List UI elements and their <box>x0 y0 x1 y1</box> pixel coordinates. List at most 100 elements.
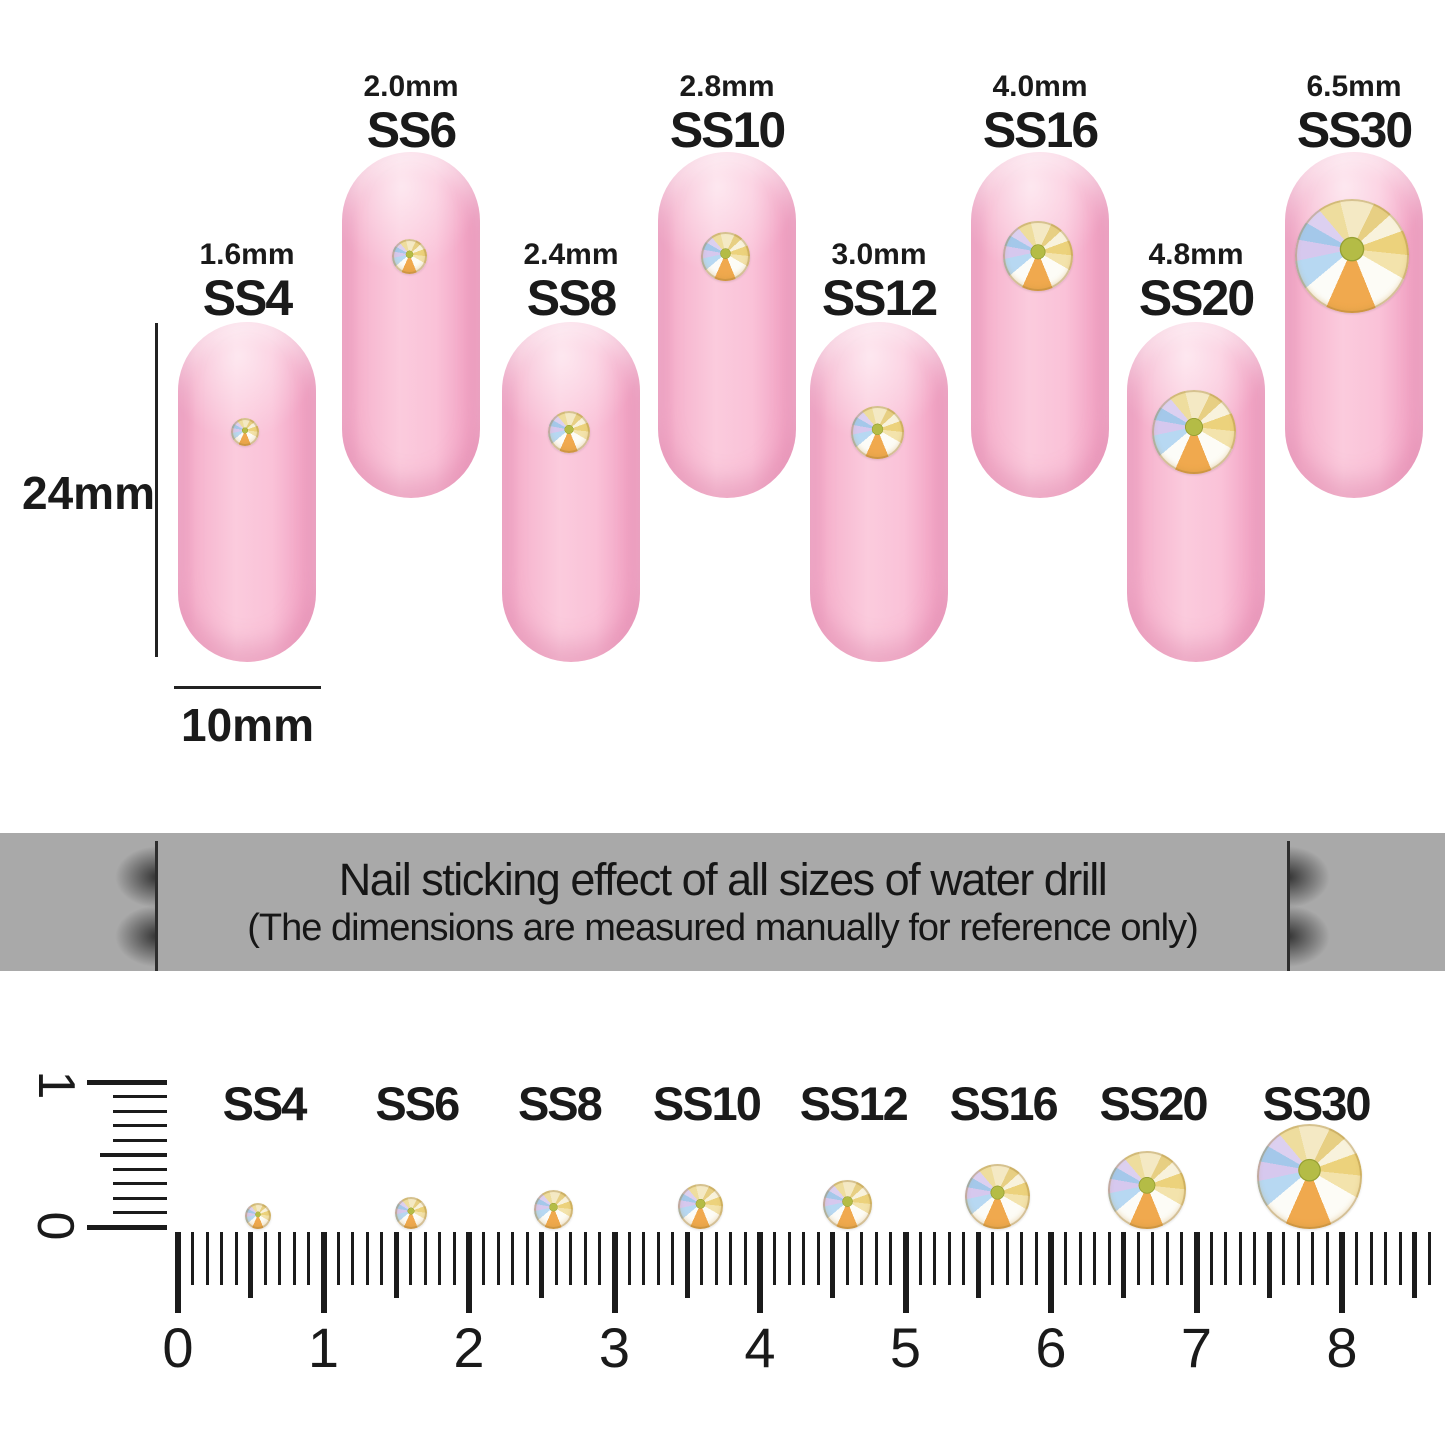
ss-size-text: SS30 <box>1296 102 1413 158</box>
ruler-number-5: 5 <box>889 1316 922 1379</box>
ruler-mm-tick <box>1180 1232 1184 1285</box>
ribbon-fold-edge-right <box>1287 841 1290 971</box>
ruler-mm-tick <box>802 1232 806 1285</box>
ruler-cm-tick <box>757 1232 763 1313</box>
ruler-cm-tick <box>466 1232 472 1313</box>
ruler-number-4: 4 <box>744 1316 776 1379</box>
ruler-mm-tick <box>656 1232 660 1285</box>
mm-size-text: 1.6mm <box>199 238 295 271</box>
vertical-ruler-tick <box>113 1124 167 1127</box>
ruler-mm-tick <box>787 1232 791 1285</box>
ruler-number-3: 3 <box>598 1316 631 1379</box>
ruler-mm-tick <box>1093 1232 1097 1285</box>
size-label-ss16: 4.0mm SS16 <box>983 72 1099 156</box>
ruler-size-label-ss16: SS16 <box>949 1077 1059 1130</box>
ruler-mm-tick <box>336 1232 340 1285</box>
nail-sample-ss6 <box>342 152 480 498</box>
nail-sample-ss4 <box>178 322 316 662</box>
ruler-mm-tick <box>539 1232 545 1298</box>
ss-size-text: SS6 <box>366 102 458 158</box>
ruler-mm-tick <box>278 1232 282 1285</box>
ruler-cm-tick <box>1339 1232 1345 1313</box>
ruler-size-label-ss12: SS12 <box>799 1077 909 1130</box>
ruler-mm-tick <box>1325 1232 1329 1285</box>
ruler-mm-tick <box>933 1232 937 1285</box>
ruler-mm-tick <box>874 1232 878 1285</box>
ruler-number-2: 2 <box>453 1316 485 1379</box>
rhinestone-on-nail-ss30 <box>1295 199 1409 313</box>
rhinestone-on-nail-ss16 <box>1003 221 1073 291</box>
ruler-size-label-ss10: SS10 <box>652 1077 762 1130</box>
rhinestone-on-ruler-ss16 <box>964 1164 1030 1229</box>
ruler-mm-tick <box>860 1232 864 1285</box>
ruler-mm-tick <box>700 1232 704 1285</box>
nail-height-label: 24mm <box>22 467 155 519</box>
ruler-mm-tick <box>1355 1232 1359 1285</box>
ruler-number-7: 7 <box>1180 1316 1213 1379</box>
vertical-ruler-tick <box>113 1109 167 1113</box>
rhinestone-on-nail-ss12 <box>850 405 904 459</box>
ruler-mm-tick <box>496 1232 500 1285</box>
ruler-mm-tick <box>1136 1232 1140 1285</box>
mm-size-text: 2.8mm <box>679 70 775 103</box>
size-label-ss20: 4.8mm SS20 <box>1138 240 1255 326</box>
ruler-mm-tick <box>351 1232 355 1285</box>
ruler-mm-tick <box>1078 1232 1082 1285</box>
ruler-cm-tick <box>902 1232 909 1313</box>
ruler-mm-tick <box>714 1232 718 1285</box>
vertical-ruler-tick <box>113 1182 167 1185</box>
ruler-mm-tick <box>1398 1232 1402 1285</box>
ruler-mm-tick <box>1384 1232 1388 1285</box>
ruler-size-label-ss4: SS4 <box>222 1077 308 1130</box>
ruler-mm-tick <box>1369 1232 1373 1285</box>
ruler-mm-tick <box>1165 1232 1169 1285</box>
ruler-mm-tick <box>962 1232 966 1285</box>
ribbon-fold-shadow-right <box>1287 843 1363 969</box>
size-label-ss30: 6.5mm SS30 <box>1296 72 1413 158</box>
ruler-mm-tick <box>1253 1232 1257 1285</box>
nail-width-label: 10mm <box>181 699 314 751</box>
ruler-mm-tick <box>205 1232 209 1285</box>
ruler-number-6: 6 <box>1035 1316 1067 1379</box>
banner-subtitle: (The dimensions are measured manually fo… <box>247 907 1198 949</box>
ruler-mm-tick <box>729 1232 733 1285</box>
ruler-mm-tick <box>554 1232 558 1285</box>
rhinestone-on-nail-ss4 <box>231 418 259 446</box>
ruler-mm-tick <box>1282 1232 1286 1285</box>
ruler-mm-tick <box>1034 1232 1038 1285</box>
ss-size-text: SS20 <box>1138 270 1255 326</box>
nail-sample-ss8 <box>502 322 640 662</box>
ruler-mm-tick <box>409 1232 413 1285</box>
ruler-mm-tick <box>918 1232 922 1285</box>
ruler-cm-tick <box>320 1232 327 1313</box>
ruler-mm-tick <box>1121 1232 1127 1298</box>
ribbon-fold-shadow-left <box>82 843 158 969</box>
banner-title: Nail sticking effect of all sizes of wat… <box>338 854 1108 905</box>
nail-sample-ss20 <box>1127 322 1265 662</box>
ruler-number-1: 1 <box>307 1316 340 1379</box>
rhinestone-on-ruler-ss8 <box>533 1190 573 1229</box>
rhinestone-on-ruler-ss12 <box>822 1180 872 1229</box>
size-label-ss8: 2.4mm SS8 <box>523 240 618 324</box>
vertical-ruler-number-0: 0 <box>26 1211 84 1241</box>
ruler-mm-tick <box>889 1232 893 1285</box>
size-label-ss6: 2.0mm SS6 <box>363 72 458 158</box>
nail-sample-ss12 <box>810 322 948 662</box>
ruler-size-label-ss6: SS6 <box>375 1077 460 1130</box>
mm-size-text: 3.0mm <box>831 238 927 271</box>
ruler-mm-tick <box>583 1232 587 1285</box>
ruler-mm-tick <box>1266 1232 1272 1298</box>
ruler-mm-tick <box>845 1232 849 1285</box>
ruler-mm-tick <box>423 1232 427 1285</box>
ruler-mm-tick <box>816 1232 820 1285</box>
vertical-ruler-tick <box>113 1138 167 1142</box>
ss-size-text: SS12 <box>821 270 938 326</box>
ribbon-fold-edge-left <box>155 841 158 971</box>
ruler-cm-tick <box>1048 1232 1054 1313</box>
ruler-mm-tick <box>627 1232 631 1285</box>
ruler-mm-tick <box>1209 1232 1213 1285</box>
nail-height-dimension-line <box>155 323 158 657</box>
nail-sample-ss16 <box>971 152 1109 498</box>
ruler-mm-tick <box>743 1232 747 1285</box>
ruler-mm-tick <box>830 1232 836 1298</box>
